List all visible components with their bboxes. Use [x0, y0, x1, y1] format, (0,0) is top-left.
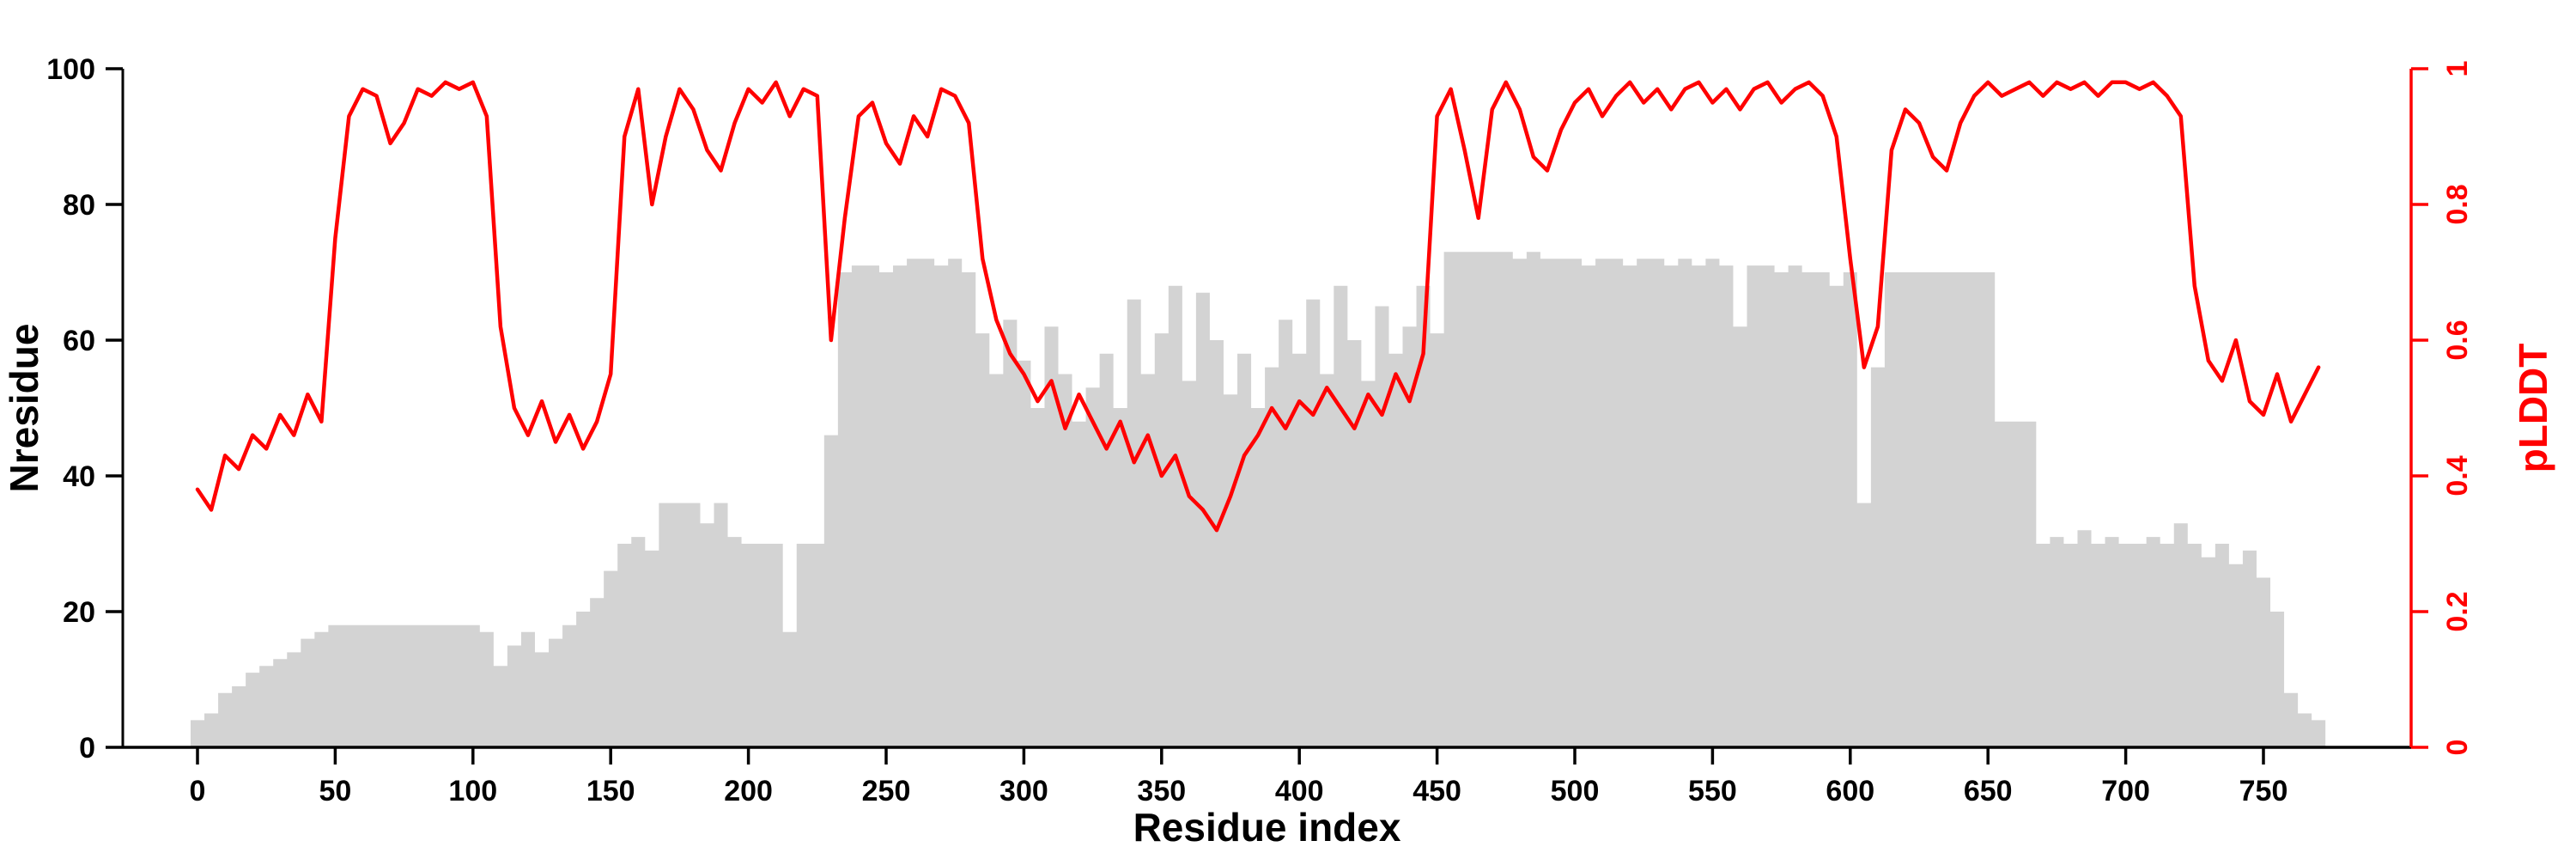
y-right-tick-label: 0.6: [2441, 320, 2474, 360]
y-axis-label-left: Nresidue: [2, 323, 46, 493]
x-tick-label: 250: [862, 775, 911, 807]
x-tick-label: 400: [1275, 775, 1324, 807]
y-left-tick-label: 0: [79, 732, 95, 765]
x-tick-label: 150: [586, 775, 635, 807]
x-tick-label: 350: [1137, 775, 1186, 807]
x-axis-label: Residue index: [1133, 805, 1401, 850]
y-left-tick-label: 100: [46, 53, 95, 86]
x-tick-label: 600: [1826, 775, 1874, 807]
x-tick-label: 700: [2101, 775, 2150, 807]
nresidue-bars: [190, 252, 2326, 747]
y-left-tick-label: 80: [63, 189, 95, 222]
y-left-tick-label: 40: [63, 460, 95, 493]
x-tick-label: 50: [319, 775, 351, 807]
x-tick-label: 0: [190, 775, 206, 807]
y-axis-label-right: pLDDT: [2511, 343, 2555, 473]
x-tick-label: 450: [1413, 775, 1461, 807]
x-tick-label: 750: [2239, 775, 2288, 807]
y-right-tick-label: 0.2: [2441, 591, 2474, 631]
x-tick-label: 200: [724, 775, 773, 807]
x-tick-label: 100: [448, 775, 497, 807]
y-right-tick-label: 0.4: [2441, 455, 2474, 496]
x-tick-label: 550: [1688, 775, 1737, 807]
x-tick-label: 650: [1964, 775, 2013, 807]
plddt-line: [195, 80, 2321, 533]
y-left-tick-label: 60: [63, 325, 95, 357]
x-tick-label: 300: [999, 775, 1048, 807]
y-right-tick-label: 1: [2441, 61, 2474, 77]
y-right-tick-label: 0: [2441, 740, 2474, 756]
y-right-tick-label: 0.8: [2441, 184, 2474, 224]
y-left-tick-label: 20: [63, 596, 95, 629]
x-tick-label: 500: [1551, 775, 1600, 807]
